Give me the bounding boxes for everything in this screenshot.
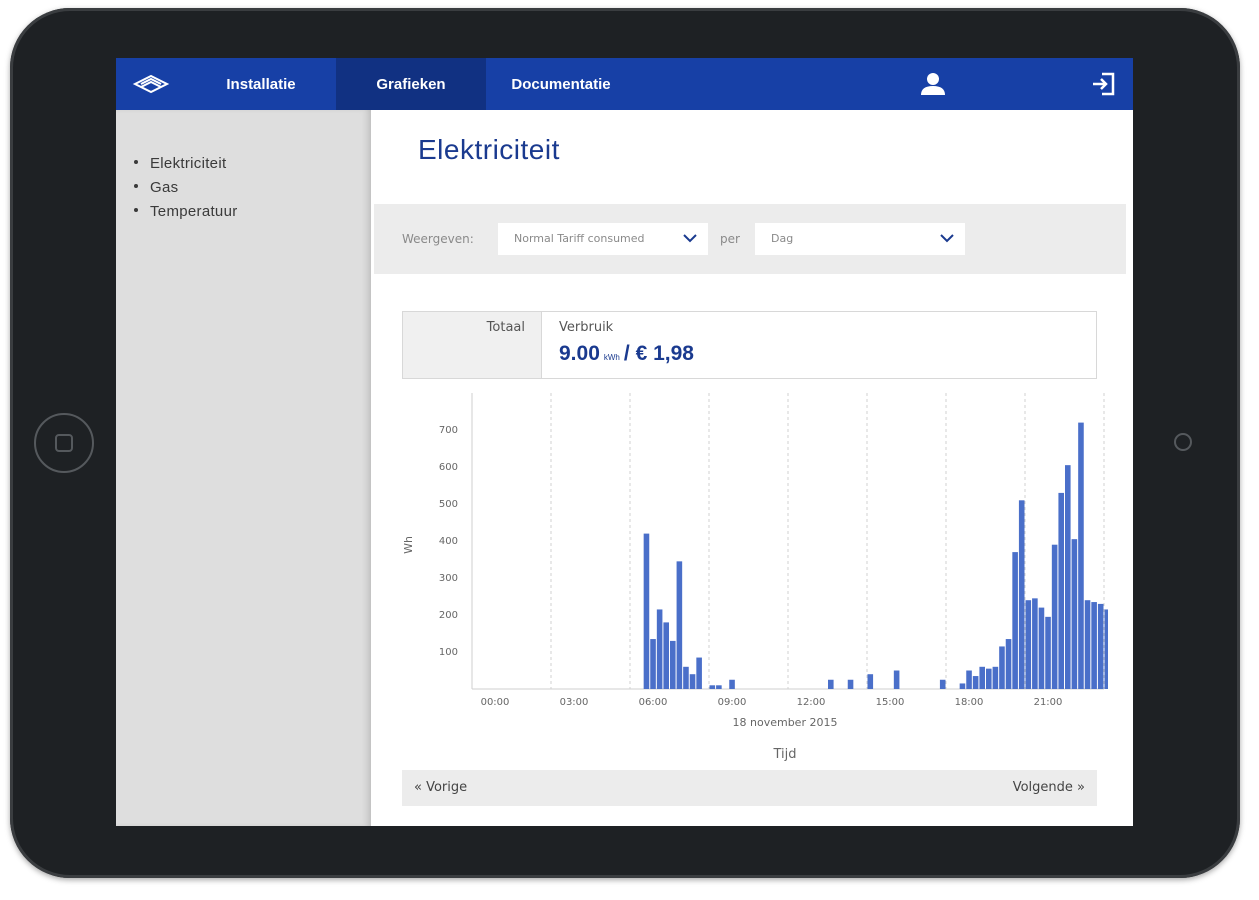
- prev-button[interactable]: « Vorige: [414, 780, 468, 795]
- chart-bar[interactable]: [656, 609, 663, 689]
- metric-select-value: Normal Tariff consumed: [514, 232, 645, 245]
- chart-bar[interactable]: [966, 670, 972, 690]
- chart-bar[interactable]: [676, 561, 683, 689]
- chart-bar[interactable]: [828, 679, 834, 689]
- chart-bar[interactable]: [1078, 422, 1084, 689]
- usage-unit: kWh: [603, 353, 620, 362]
- metric-select[interactable]: Normal Tariff consumed: [498, 223, 708, 255]
- chart-bar[interactable]: [643, 533, 650, 689]
- sidebar-item-label: Temperatuur: [150, 203, 238, 220]
- sidebar: Elektriciteit Gas Temperatuur: [116, 110, 371, 826]
- chart-bar[interactable]: [670, 640, 676, 689]
- chart-bar[interactable]: [986, 668, 992, 689]
- x-axis-label: Tijd: [772, 747, 796, 762]
- usage-separator: /: [623, 342, 630, 365]
- x-tick-label: 12:00: [797, 697, 826, 708]
- chart-bar[interactable]: [972, 676, 979, 689]
- chart-bar[interactable]: [1018, 500, 1025, 689]
- chart-bar[interactable]: [959, 683, 966, 689]
- usage-chart-svg: 100 200 300 400 500 600 700 00:00 03:00 06:00 09:…: [402, 393, 1133, 762]
- chart-bar[interactable]: [867, 674, 874, 689]
- chart-bar[interactable]: [1065, 465, 1071, 689]
- tab-installatie[interactable]: Installatie: [226, 75, 296, 93]
- chart-bar[interactable]: [709, 685, 716, 689]
- chart-bar[interactable]: [1071, 539, 1078, 689]
- user-icon[interactable]: [903, 58, 963, 110]
- y-tick-label: 500: [439, 499, 458, 510]
- per-label: per: [720, 232, 740, 246]
- pager: « Vorige Volgende »: [402, 770, 1097, 806]
- home-button[interactable]: [34, 413, 94, 473]
- chart-bar[interactable]: [999, 646, 1005, 689]
- sidebar-item-label: Gas: [150, 179, 179, 196]
- chart-bar[interactable]: [1058, 492, 1064, 689]
- next-button[interactable]: Volgende »: [1012, 780, 1085, 795]
- chart-bar[interactable]: [663, 622, 669, 689]
- chart-bar[interactable]: [650, 639, 656, 689]
- chart-bar[interactable]: [1032, 598, 1038, 689]
- show-label: Weergeven:: [402, 232, 474, 246]
- usage-cost: € 1,98: [635, 342, 694, 365]
- chart-bar[interactable]: [1084, 600, 1091, 689]
- chart-bar[interactable]: [992, 666, 999, 689]
- y-tick-label: 300: [439, 573, 458, 584]
- chart-bar[interactable]: [939, 679, 946, 689]
- sidebar-item-elektriciteit[interactable]: Elektriciteit: [134, 152, 238, 176]
- period-select-value: Dag: [771, 232, 794, 245]
- chart-bar[interactable]: [1051, 544, 1058, 689]
- y-axis-label: Wh: [402, 536, 415, 554]
- chart-bar[interactable]: [1038, 607, 1045, 689]
- filter-bar: Weergeven: Normal Tariff consumed per Da…: [374, 204, 1126, 274]
- camera-icon: [1174, 433, 1192, 451]
- sidebar-item-label: Elektriciteit: [150, 155, 227, 172]
- usage-chart: 100 200 300 400 500 600 700 00:00 03:00 06:00 09:…: [398, 393, 1133, 768]
- tab-grafieken[interactable]: Grafieken: [336, 58, 486, 110]
- y-tick-label: 700: [439, 425, 458, 436]
- x-tick-label: 09:00: [718, 697, 747, 708]
- x-tick-label: 21:00: [1034, 697, 1063, 708]
- x-tick-label: 03:00: [560, 697, 589, 708]
- chart-bar[interactable]: [696, 657, 702, 689]
- chart-bar[interactable]: [1045, 616, 1051, 689]
- sidebar-item-temperatuur[interactable]: Temperatuur: [134, 200, 238, 224]
- page-title: Elektriciteit: [418, 134, 560, 165]
- chevron-down-icon: [940, 234, 954, 243]
- chevron-down-icon: [683, 234, 697, 243]
- logout-icon[interactable]: [1073, 58, 1133, 110]
- total-summary: Totaal Verbruik 9.00 kWh / € 1,98: [402, 311, 1097, 379]
- x-tick-label: 06:00: [639, 697, 668, 708]
- y-tick-label: 600: [439, 462, 458, 473]
- x-date-label: 18 november 2015: [733, 716, 838, 729]
- logo-icon[interactable]: [116, 58, 186, 110]
- tab-documentatie[interactable]: Documentatie: [511, 75, 611, 93]
- chart-bar[interactable]: [1005, 639, 1012, 689]
- usage-value: 9.00 kWh / € 1,98: [559, 342, 694, 366]
- x-tick-label: 00:00: [481, 697, 510, 708]
- app-screen: Installatie Grafieken Documentatie Elekt…: [116, 58, 1133, 826]
- total-label: Totaal: [486, 320, 525, 335]
- y-tick-label: 400: [439, 536, 458, 547]
- chart-bar[interactable]: [729, 679, 735, 689]
- chart-bar[interactable]: [1091, 602, 1097, 689]
- chart-bar[interactable]: [1025, 600, 1032, 689]
- sidebar-item-gas[interactable]: Gas: [134, 176, 238, 200]
- chart-bar[interactable]: [716, 685, 722, 689]
- usage-amount: 9.00: [559, 342, 600, 365]
- y-tick-label: 100: [439, 647, 458, 658]
- chart-bar[interactable]: [979, 666, 985, 689]
- usage-caption: Verbruik: [559, 320, 614, 335]
- top-nav: Installatie Grafieken Documentatie: [116, 58, 1133, 110]
- chart-bar[interactable]: [683, 666, 689, 689]
- chart-bar[interactable]: [1012, 552, 1018, 689]
- period-select[interactable]: Dag: [755, 223, 965, 255]
- chart-bar[interactable]: [893, 670, 900, 690]
- chart-bar[interactable]: [1097, 603, 1104, 689]
- chart-bar[interactable]: [689, 674, 696, 689]
- x-tick-label: 18:00: [955, 697, 984, 708]
- chart-bar[interactable]: [1104, 609, 1111, 689]
- chart-bar[interactable]: [847, 679, 854, 689]
- y-tick-label: 200: [439, 610, 458, 621]
- x-tick-label: 15:00: [876, 697, 905, 708]
